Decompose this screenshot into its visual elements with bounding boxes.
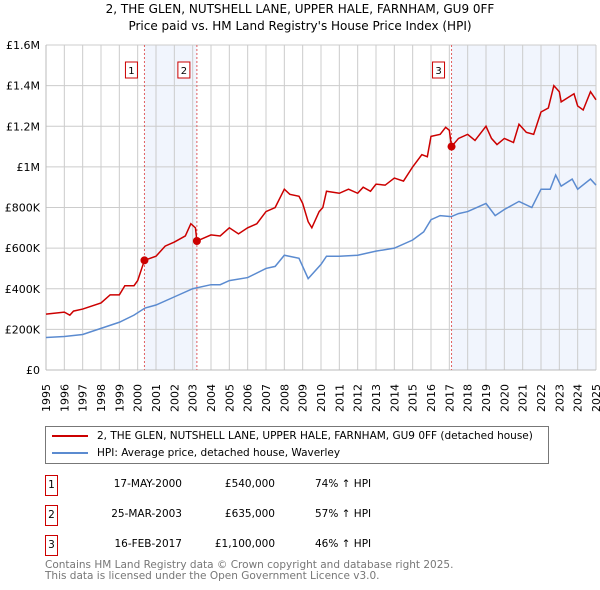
transaction-marker: 2 xyxy=(45,505,58,526)
transaction-row: 1 17-MAY-2000 £540,000 74% ↑ HPI xyxy=(45,475,545,496)
transaction-price: £1,100,000 xyxy=(214,538,275,550)
x-tick-label: 2019 xyxy=(480,384,493,412)
transaction-price: £635,000 xyxy=(224,508,275,520)
y-tick-label: £0 xyxy=(26,364,40,377)
series-line xyxy=(45,84,597,317)
x-tick-label: 2017 xyxy=(443,384,456,412)
sale-point xyxy=(447,142,456,151)
y-tick-label: £1.2M xyxy=(6,120,40,133)
x-tick-label: 2003 xyxy=(187,384,200,412)
sale-label: 1 xyxy=(128,66,134,77)
transaction-hpi: 74% ↑ HPI xyxy=(315,478,372,490)
x-tick-label: 1996 xyxy=(58,384,71,412)
x-tick-label: 2021 xyxy=(517,384,530,412)
x-tick-label: 2006 xyxy=(242,384,255,412)
x-tick-label: 2011 xyxy=(333,384,346,412)
y-tick-label: £1M xyxy=(17,161,41,174)
transaction-marker: 1 xyxy=(45,475,58,496)
x-tick-label: 2015 xyxy=(407,384,420,412)
transaction-row: 2 25-MAR-2003 £635,000 57% ↑ HPI xyxy=(45,505,545,526)
legend: 2, THE GLEN, NUTSHELL LANE, UPPER HALE, … xyxy=(45,426,549,464)
x-tick-label: 2012 xyxy=(352,384,365,412)
sale-label-box xyxy=(124,61,138,79)
transaction-row: 3 16-FEB-2017 £1,100,000 46% ↑ HPI xyxy=(45,535,545,556)
legend-red-line xyxy=(52,435,88,437)
price-chart: 1995 1996 1997 1998 1999 2000 2001 2002 2003 2004… xyxy=(5,39,600,412)
chart-subtitle: Price paid vs. HM Land Registry's House … xyxy=(128,19,472,33)
x-tick-label: 2018 xyxy=(462,384,475,412)
transaction-marker: 3 xyxy=(45,535,58,556)
chart-title: 2, THE GLEN, NUTSHELL LANE, UPPER HALE, … xyxy=(105,2,495,16)
x-tick-label: 2002 xyxy=(168,384,181,412)
x-tick-label: 2005 xyxy=(223,384,236,412)
x-tick-label: 2024 xyxy=(572,384,585,412)
transaction-date: 16-FEB-2017 xyxy=(114,538,182,550)
legend-blue-line xyxy=(52,452,88,454)
transaction-price: £540,000 xyxy=(224,478,275,490)
y-tick-label: £600K xyxy=(5,242,41,255)
sale-label: 2 xyxy=(181,66,187,77)
legend-hpi: HPI: Average price, detached house, Wave… xyxy=(97,447,341,459)
y-tick-label: £800K xyxy=(5,202,41,215)
transaction-date: 17-MAY-2000 xyxy=(113,478,182,490)
x-tick-label: 2020 xyxy=(498,384,511,412)
x-tick-label: 1995 xyxy=(40,384,53,412)
y-tick-label: £200K xyxy=(5,323,41,336)
x-tick-label: 2004 xyxy=(205,384,218,412)
sale-label: 3 xyxy=(435,66,441,77)
series-line xyxy=(45,173,597,339)
sale-label-box xyxy=(177,61,191,79)
x-tick-label: 2007 xyxy=(260,384,273,412)
sale-label-box xyxy=(432,61,446,79)
x-tick-label: 1997 xyxy=(77,384,90,412)
transaction-hpi: 57% ↑ HPI xyxy=(315,508,372,520)
y-tick-label: £400K xyxy=(5,283,41,296)
x-tick-label: 2009 xyxy=(297,384,310,412)
sale-point xyxy=(192,237,201,246)
x-tick-label: 2025 xyxy=(590,384,600,412)
x-tick-label: 2001 xyxy=(150,384,163,412)
x-tick-label: 2010 xyxy=(315,384,328,412)
footer: Contains HM Land Registry data © Crown c… xyxy=(45,560,453,582)
x-tick-label: 1998 xyxy=(95,384,108,412)
x-tick-label: 2023 xyxy=(553,384,566,412)
x-tick-label: 2013 xyxy=(370,384,383,412)
x-tick-label: 2014 xyxy=(388,384,401,412)
x-tick-label: 2008 xyxy=(278,384,291,412)
x-tick-label: 2016 xyxy=(425,384,438,412)
transaction-date: 25-MAR-2003 xyxy=(111,508,182,520)
transaction-hpi: 46% ↑ HPI xyxy=(315,538,372,550)
x-tick-label: 1999 xyxy=(113,384,126,412)
footer-line-2: This data is licensed under the Open Gov… xyxy=(45,570,380,582)
y-tick-label: £1.4M xyxy=(6,80,40,93)
footer-line-1: Contains HM Land Registry data © Crown c… xyxy=(45,559,454,571)
x-tick-label: 2000 xyxy=(132,384,145,412)
sale-point xyxy=(140,256,149,265)
x-tick-label: 2022 xyxy=(535,384,548,412)
y-tick-label: £1.6M xyxy=(6,39,40,52)
legend-property: 2, THE GLEN, NUTSHELL LANE, UPPER HALE, … xyxy=(97,430,533,442)
